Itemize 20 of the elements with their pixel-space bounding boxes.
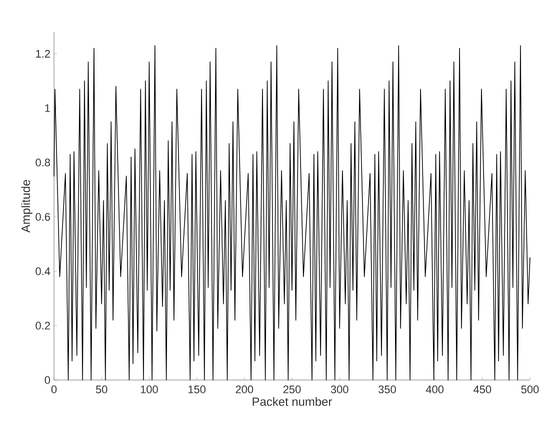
x-tick-label: 150 xyxy=(188,386,206,394)
x-tick-label: 0 xyxy=(51,386,57,394)
y-tick-label: 1.2 xyxy=(36,50,50,58)
y-tick-label: 0 xyxy=(44,376,50,384)
y-axis-title: Amplitude xyxy=(21,180,32,233)
y-tick-label: 0.4 xyxy=(36,267,50,276)
x-tick-label: 200 xyxy=(236,386,254,394)
x-axis-title: Packet number xyxy=(252,397,332,406)
x-tick-label: 450 xyxy=(474,386,492,394)
y-tick-label: 1 xyxy=(45,104,50,112)
x-tick-label: 250 xyxy=(283,386,301,394)
x-tick-label: 100 xyxy=(140,386,158,394)
y-tick-label: 0.2 xyxy=(36,322,50,330)
y-tick-label: 0.6 xyxy=(36,213,50,221)
x-tick-label: 350 xyxy=(378,386,396,394)
x-tick-label: 300 xyxy=(330,386,348,394)
x-tick-label: 500 xyxy=(521,386,539,394)
x-tick-label: 50 xyxy=(96,386,108,394)
x-tick-label: 400 xyxy=(426,386,444,394)
y-tick-label: 0.8 xyxy=(36,158,50,166)
